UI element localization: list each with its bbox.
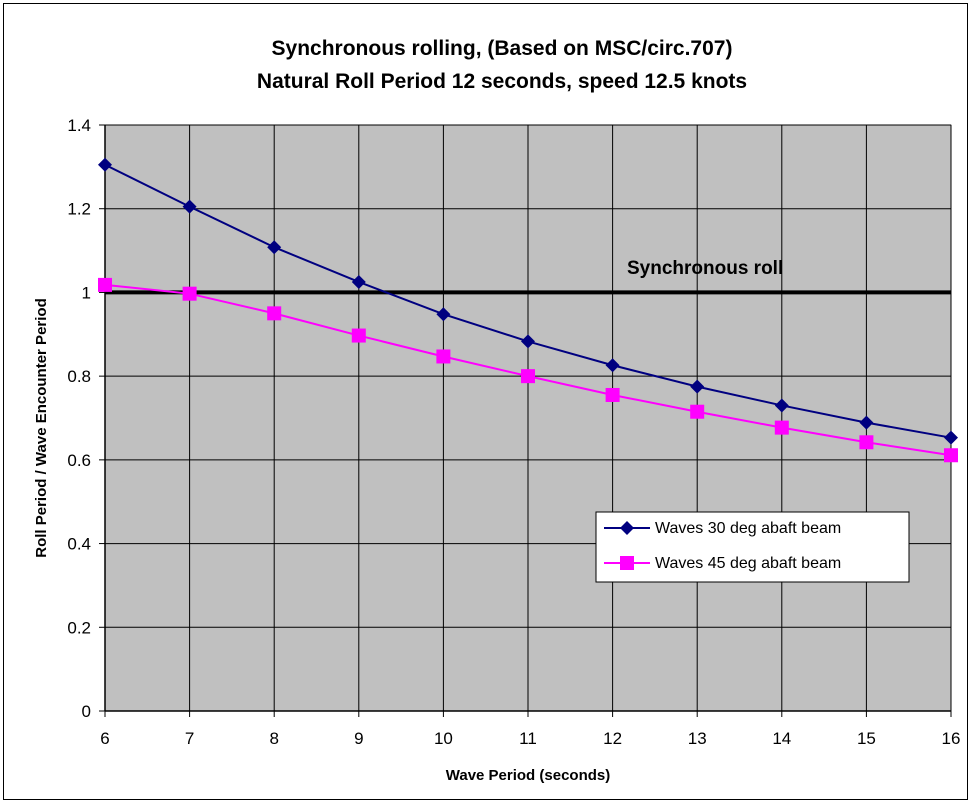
x-tick-label: 9	[354, 729, 363, 748]
y-axis-title: Roll Period / Wave Encounter Period	[33, 298, 50, 558]
data-point-2	[98, 277, 112, 292]
series-1	[98, 157, 958, 445]
legend-entries	[604, 521, 650, 570]
data-point-1	[944, 430, 958, 445]
y-tick-label: 1.2	[67, 200, 91, 219]
data-point-1	[521, 334, 535, 349]
y-tick-label: 0	[82, 702, 91, 721]
x-tick-label: 6	[100, 729, 109, 748]
data-point-1	[859, 415, 874, 430]
data-point-2	[436, 349, 451, 364]
data-point-1	[351, 274, 366, 289]
axes	[99, 124, 952, 717]
grid-lines	[104, 124, 952, 712]
series-2	[98, 277, 958, 463]
legend: Waves 30 deg abaft beam Waves 45 deg aba…	[595, 511, 910, 583]
data-point-2	[182, 286, 197, 301]
legend-label-series-1: Waves 30 deg abaft beam	[655, 520, 841, 537]
x-tick-label: 10	[434, 729, 453, 748]
data-point-1	[605, 358, 620, 373]
x-tick-labels: 6 7 8 9 10 11 12 13 14 15 16	[100, 729, 960, 748]
x-axis-title: Wave Period (seconds)	[446, 767, 611, 784]
y-tick-label: 1.4	[67, 116, 91, 135]
x-tick-label: 12	[603, 729, 622, 748]
data-point-1	[690, 379, 705, 394]
legend-swatch-marker-1	[620, 521, 634, 535]
x-tick-label: 14	[772, 729, 791, 748]
data-point-2	[859, 435, 874, 450]
data-point-2	[690, 404, 705, 419]
y-tick-labels: 0 0.2 0.4 0.6 0.8 1 1.2 1.4	[67, 116, 91, 721]
data-point-2	[351, 328, 366, 343]
y-tick-label: 0.8	[67, 367, 91, 386]
data-point-2	[521, 369, 535, 384]
reference-line-label: Synchronous roll	[627, 258, 783, 279]
data-point-2	[605, 387, 620, 402]
x-tick-label: 15	[857, 729, 876, 748]
y-tick-label: 1	[82, 283, 91, 302]
data-point-2	[774, 420, 789, 435]
legend-label-series-2: Waves 45 deg abaft beam	[655, 555, 841, 572]
y-tick-label: 0.6	[67, 451, 91, 470]
chart-title: Synchronous rolling, (Based on MSC/circ.…	[272, 37, 733, 60]
x-tick-label: 7	[185, 729, 194, 748]
y-tick-label: 0.2	[67, 618, 91, 637]
legend-swatch-marker-2	[620, 556, 634, 570]
data-point-1	[182, 199, 197, 214]
data-point-2	[944, 448, 958, 463]
series-lines	[98, 157, 958, 463]
x-tick-label: 13	[688, 729, 707, 748]
data-point-1	[436, 307, 451, 322]
data-point-1	[774, 398, 789, 413]
y-tick-label: 0.4	[67, 535, 91, 554]
x-tick-label: 8	[269, 729, 278, 748]
data-point-1	[98, 157, 112, 172]
data-point-2	[267, 306, 282, 321]
x-tick-label: 16	[942, 729, 961, 748]
x-tick-label: 11	[519, 729, 537, 748]
data-point-1	[267, 240, 282, 255]
legend-box	[595, 511, 910, 583]
chart-subtitle: Natural Roll Period 12 seconds, speed 12…	[257, 70, 747, 93]
